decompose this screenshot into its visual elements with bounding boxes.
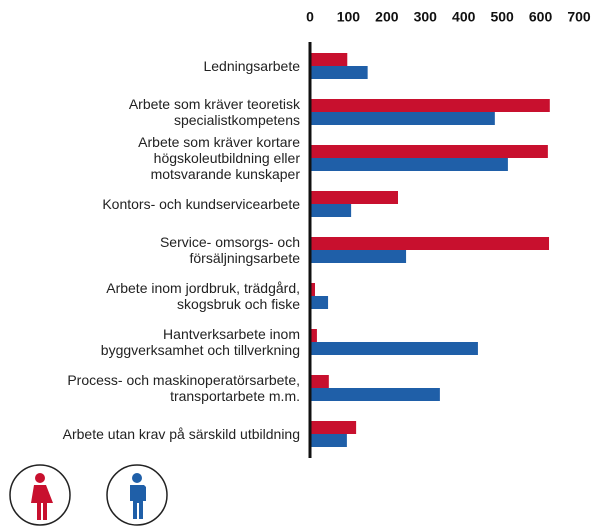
- female-icon: [9, 464, 71, 526]
- bar: [310, 158, 508, 171]
- bar: [310, 53, 348, 66]
- category-label: Service- omsorgs- och försäljningsarbete: [159, 234, 300, 266]
- category-label: Kontors- och kundservicearbete: [102, 196, 300, 212]
- bar: [310, 283, 315, 296]
- bar: [310, 329, 317, 342]
- bar: [310, 296, 329, 309]
- x-tick-label: 200: [375, 9, 399, 25]
- bar: [310, 388, 440, 401]
- x-tick-label: 500: [490, 9, 514, 25]
- male-icon: [106, 464, 168, 526]
- bar: [310, 237, 550, 250]
- bar: [310, 342, 478, 355]
- bar: [310, 375, 329, 388]
- bar: [310, 145, 548, 158]
- bar: [310, 112, 495, 125]
- x-tick-label: 100: [337, 9, 361, 25]
- bar: [310, 191, 399, 204]
- category-label: Arbete som kräver kortare högskoleutbild…: [138, 134, 300, 182]
- x-tick-label: 0: [306, 9, 314, 25]
- x-tick-label: 700: [567, 9, 591, 25]
- x-tick-label: 600: [529, 9, 553, 25]
- category-label: Hantverksarbete inom byggverksamhet och …: [100, 326, 300, 358]
- bar: [310, 66, 368, 79]
- category-label: Arbete som kräver teoretisk specialistko…: [128, 96, 300, 128]
- bar: [310, 434, 347, 447]
- category-label: Arbete inom jordbruk, trädgård, skogsbru…: [106, 280, 300, 312]
- category-label: Process- och maskinoperatörsarbete, tran…: [67, 372, 300, 404]
- category-label: Arbete utan krav på särskild utbildning: [62, 426, 300, 442]
- bar: [310, 421, 357, 434]
- bar: [310, 204, 352, 217]
- category-label: Ledningsarbete: [203, 58, 300, 74]
- bar: [310, 99, 550, 112]
- bar: [310, 250, 407, 263]
- x-tick-label: 400: [452, 9, 476, 25]
- x-tick-label: 300: [414, 9, 438, 25]
